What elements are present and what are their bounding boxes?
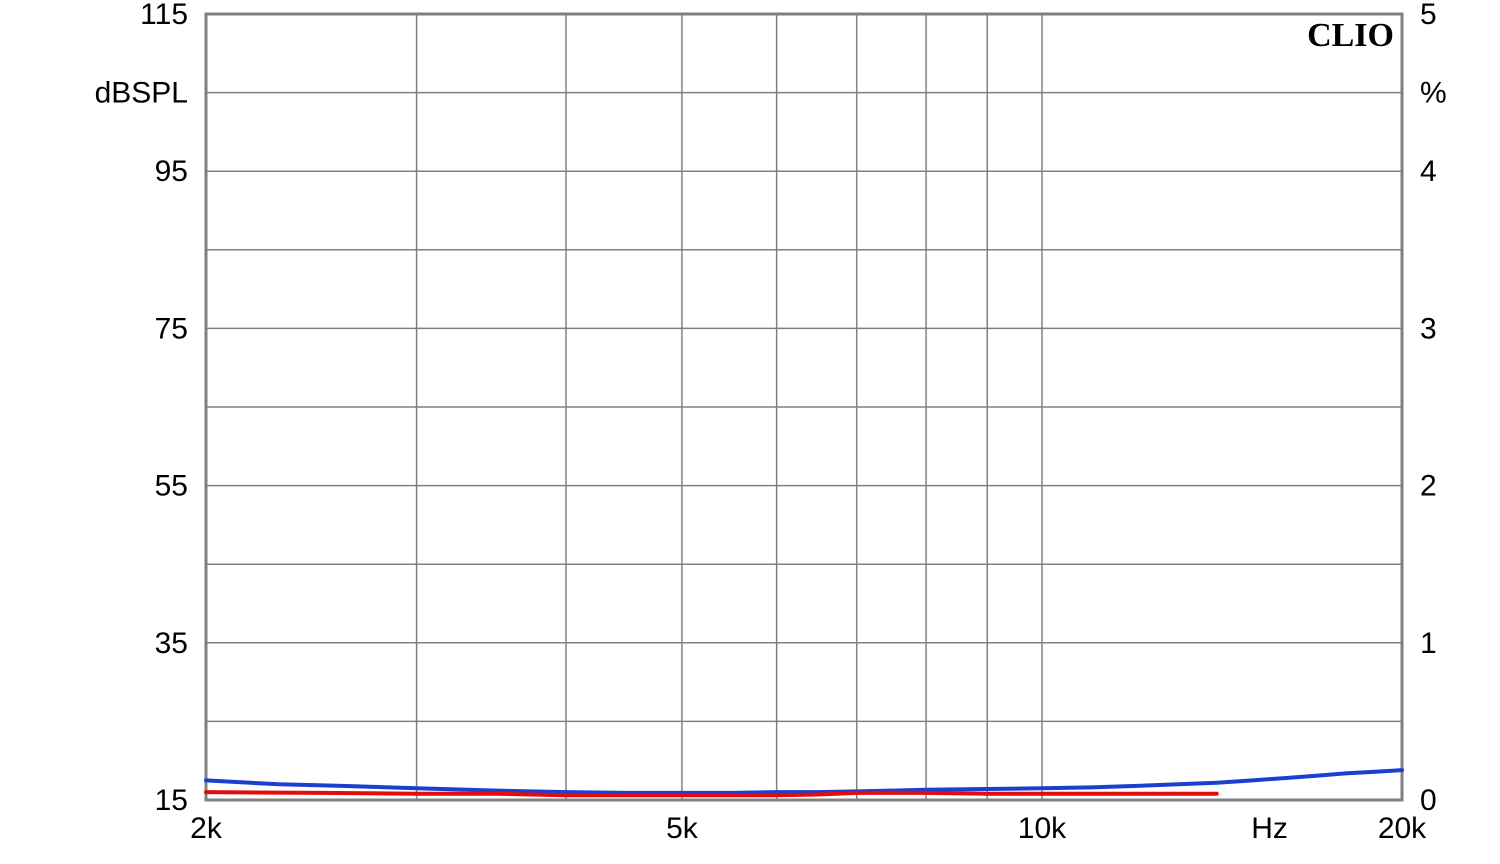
- y-left-tick-label: 15: [155, 784, 188, 817]
- y-left-unit-label: dBSPL: [95, 77, 188, 110]
- y-left-tick-label: 115: [140, 0, 188, 31]
- y-right-tick-label: 4: [1420, 155, 1437, 188]
- x-unit-label: Hz: [1251, 812, 1288, 845]
- watermark-text: CLIO: [1307, 17, 1394, 54]
- y-left-tick-label: 35: [155, 627, 188, 660]
- x-tick-label: 20k: [1378, 812, 1427, 845]
- y-right-tick-label: 3: [1420, 312, 1437, 345]
- y-right-tick-label: 5: [1420, 0, 1437, 31]
- y-left-tick-label: 75: [155, 312, 188, 345]
- chart-svg: 1535557595115dBSPL012345%2k5k10k20kHzCLI…: [0, 0, 1500, 864]
- y-left-tick-label: 95: [155, 155, 188, 188]
- x-tick-label: 10k: [1018, 812, 1067, 845]
- frequency-response-chart: 1535557595115dBSPL012345%2k5k10k20kHzCLI…: [0, 0, 1500, 864]
- x-tick-label: 2k: [190, 812, 223, 845]
- x-tick-label: 5k: [666, 812, 699, 845]
- y-right-unit-label: %: [1420, 77, 1447, 110]
- y-left-tick-label: 55: [155, 470, 188, 503]
- y-right-tick-label: 1: [1420, 627, 1437, 660]
- y-right-tick-label: 2: [1420, 470, 1437, 503]
